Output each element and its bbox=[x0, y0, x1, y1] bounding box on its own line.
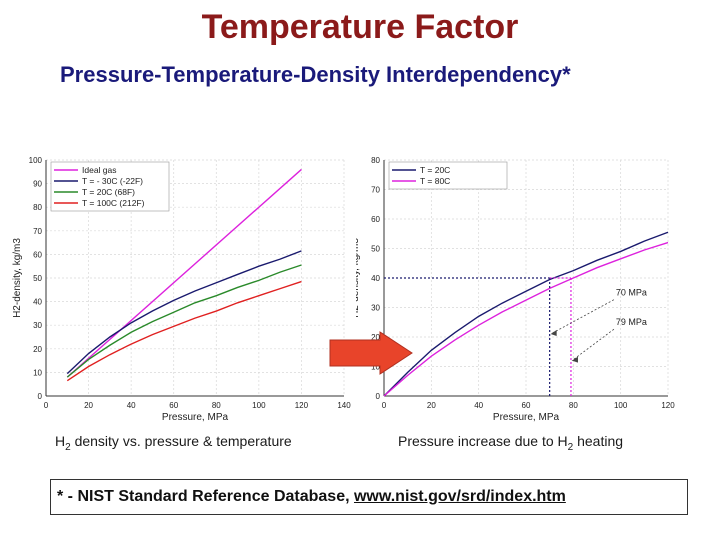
left-caption-h: H bbox=[55, 433, 66, 449]
footnote-box: * - NIST Standard Reference Database, ww… bbox=[50, 479, 688, 515]
right-chart-y-tick-label: 20 bbox=[371, 333, 380, 342]
right-chart-series-line-0 bbox=[383, 231, 669, 397]
right-chart-series-line-1 bbox=[383, 241, 669, 397]
annotation-79-label: 79 MPa bbox=[616, 317, 647, 327]
left-chart-y-axis-label: H2-density, kg/m3 bbox=[12, 238, 23, 318]
slide-title: Temperature Factor bbox=[201, 8, 519, 46]
left-caption-rest: density vs. pressure & temperature bbox=[70, 433, 292, 449]
left-chart-x-tick-label: 80 bbox=[212, 401, 221, 410]
density-vs-pressure-chart: 0 20 40 60 80 100 120 140 0 10 20 30 40 50 60 70 80 90 100… bbox=[12, 156, 351, 423]
transition-arrow bbox=[328, 330, 414, 381]
left-chart-x-tick-label: 100 bbox=[252, 401, 266, 410]
right-chart-x-tick-label: 120 bbox=[661, 401, 675, 410]
left-chart-x-axis-label: Pressure, MPa bbox=[162, 412, 229, 423]
annotation-79-pointer bbox=[571, 328, 615, 361]
left-chart-x-tick-label: 20 bbox=[84, 401, 93, 410]
left-chart-x-tick-label: 140 bbox=[337, 401, 351, 410]
left-chart-series-line-0 bbox=[66, 168, 302, 378]
right-chart-x-tick-label: 60 bbox=[522, 401, 531, 410]
right-chart-y-tick-label: 40 bbox=[371, 274, 380, 283]
right-chart-y-tick-label: 80 bbox=[371, 156, 380, 165]
right-chart-y-tick-label: 10 bbox=[371, 363, 380, 372]
right-chart-y-tick-label: 70 bbox=[371, 186, 380, 195]
right-chart-legend-label-0: T = 20C bbox=[420, 165, 450, 175]
right-chart-y-axis-label: H2-density, kg/m3 bbox=[356, 238, 361, 318]
right-chart-y-tick-label: 50 bbox=[371, 245, 380, 254]
left-chart-legend-label-2: T = 20C (68F) bbox=[82, 187, 135, 197]
left-chart-legend-label-0: Ideal gas bbox=[82, 165, 117, 175]
nist-link[interactable]: www.nist.gov/srd/index.htm bbox=[353, 488, 566, 505]
annotation-79-arrowhead bbox=[571, 356, 578, 363]
right-chart-x-tick-label: 0 bbox=[382, 401, 387, 410]
right-chart-legend-box bbox=[388, 161, 508, 190]
footnote-text: * - NIST Standard Reference Database, bbox=[57, 488, 354, 505]
left-chart-y-tick-label: 20 bbox=[33, 345, 42, 354]
left-chart-legend-label-3: T = 100C (212F) bbox=[82, 198, 145, 208]
left-chart-y-tick-label: 80 bbox=[33, 203, 42, 212]
right-chart-y-tick-label: 0 bbox=[376, 392, 381, 401]
left-chart-y-tick-label: 100 bbox=[29, 156, 43, 165]
left-chart-legend-label-1: T = - 30C (-22F) bbox=[82, 176, 143, 186]
left-chart-y-tick-label: 90 bbox=[33, 180, 42, 189]
arrow-shape bbox=[329, 331, 413, 375]
right-chart-y-tick-label: 60 bbox=[371, 215, 380, 224]
left-chart-series-line-2 bbox=[66, 264, 302, 378]
left-caption-sub: 2 bbox=[65, 441, 71, 453]
right-chart-x-tick-label: 20 bbox=[427, 401, 436, 410]
left-chart-y-tick-label: 70 bbox=[33, 227, 42, 236]
left-chart-caption: H2 density vs. pressure & temperature bbox=[55, 433, 292, 453]
right-caption-sub: 2 bbox=[567, 441, 574, 453]
left-chart-x-tick-label: 120 bbox=[295, 401, 309, 410]
right-chart-x-tick-label: 40 bbox=[474, 401, 483, 410]
annotation-70-arrowhead bbox=[550, 330, 557, 337]
right-caption-rest: heating bbox=[573, 433, 624, 449]
right-chart-x-tick-label: 80 bbox=[569, 401, 578, 410]
left-chart-y-tick-label: 0 bbox=[38, 392, 43, 401]
left-chart-series-line-1 bbox=[66, 250, 302, 375]
left-chart-series-line-3 bbox=[66, 280, 302, 382]
pressure-increase-chart: 0 20 40 60 80 100 120 0 10 20 30 40 50 60 70 80 Pressure… bbox=[356, 156, 675, 423]
annotation-70-pointer bbox=[550, 299, 615, 335]
right-chart-x-tick-label: 100 bbox=[614, 401, 628, 410]
left-chart-y-tick-label: 60 bbox=[33, 250, 42, 259]
right-chart-y-tick-label: 30 bbox=[371, 304, 380, 313]
right-caption-main: Pressure increase due to H bbox=[398, 433, 568, 449]
left-chart-x-tick-label: 0 bbox=[44, 401, 49, 410]
right-chart-caption: Pressure increase due to H2 heating bbox=[398, 433, 623, 453]
left-chart-y-tick-label: 30 bbox=[33, 321, 42, 330]
right-chart-legend-label-1: T = 80C bbox=[420, 176, 450, 186]
slide-subtitle: Pressure-Temperature-Density Interdepend… bbox=[60, 62, 571, 87]
left-chart-y-tick-label: 10 bbox=[33, 368, 42, 377]
left-chart-x-tick-label: 40 bbox=[127, 401, 136, 410]
annotation-70-label: 70 MPa bbox=[616, 288, 647, 298]
left-chart-y-tick-label: 50 bbox=[33, 274, 42, 283]
left-chart-x-tick-label: 60 bbox=[169, 401, 178, 410]
left-chart-y-tick-label: 40 bbox=[33, 298, 42, 307]
right-chart-x-axis-label: Pressure, MPa bbox=[493, 412, 560, 423]
